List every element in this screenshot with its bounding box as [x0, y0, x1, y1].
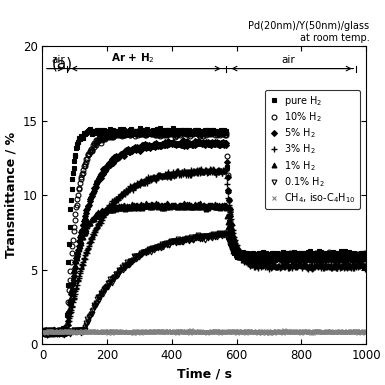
0.1% H$_2$ — [306, 254, 311, 258]
5% H$_2$ — [357, 258, 361, 263]
10% H$_2$ — [182, 128, 187, 133]
pure H$_2$ — [363, 252, 368, 257]
3% H$_2$ — [217, 169, 221, 174]
pure H$_2$ — [197, 129, 201, 134]
Line: 3% H$_2$: 3% H$_2$ — [39, 166, 369, 338]
CH$_4$, iso-C$_4$H$_{10}$ — [40, 330, 45, 334]
3% H$_2$ — [320, 262, 325, 267]
CH$_4$, iso-C$_4$H$_{10}$ — [272, 330, 276, 334]
Text: air: air — [281, 55, 295, 65]
5% H$_2$ — [363, 255, 368, 259]
CH$_4$, iso-C$_4$H$_{10}$ — [189, 328, 193, 333]
3% H$_2$ — [92, 229, 97, 234]
1% H$_2$ — [40, 331, 45, 336]
0.1% H$_2$ — [222, 231, 227, 235]
CH$_4$, iso-C$_4$H$_{10}$ — [363, 330, 368, 334]
10% H$_2$ — [40, 329, 45, 334]
1% H$_2$ — [363, 255, 368, 259]
0.1% H$_2$ — [62, 332, 66, 337]
pure H$_2$ — [216, 128, 221, 133]
3% H$_2$ — [40, 330, 45, 335]
1% H$_2$ — [234, 249, 238, 254]
Line: 10% H$_2$: 10% H$_2$ — [40, 128, 368, 336]
CH$_4$, iso-C$_4$H$_{10}$ — [263, 331, 268, 336]
Line: pure H$_2$: pure H$_2$ — [40, 125, 368, 336]
5% H$_2$ — [306, 254, 311, 259]
pure H$_2$ — [52, 331, 57, 336]
Line: 5% H$_2$: 5% H$_2$ — [40, 138, 368, 335]
CH$_4$, iso-C$_4$H$_{10}$ — [322, 330, 327, 335]
Text: (a): (a) — [52, 57, 73, 72]
X-axis label: Time / s: Time / s — [177, 368, 232, 381]
Text: Pd(20nm)/Y(50nm)/glass
at room temp.: Pd(20nm)/Y(50nm)/glass at room temp. — [248, 21, 369, 43]
0.1% H$_2$ — [363, 254, 368, 259]
0.1% H$_2$ — [357, 253, 361, 257]
1% H$_2$ — [216, 203, 221, 207]
Y-axis label: Transmittance / %: Transmittance / % — [4, 132, 17, 258]
10% H$_2$ — [216, 132, 221, 137]
pure H$_2$ — [195, 128, 199, 133]
5% H$_2$ — [216, 141, 221, 146]
10% H$_2$ — [195, 131, 199, 135]
1% H$_2$ — [357, 253, 361, 258]
3% H$_2$ — [222, 166, 227, 171]
5% H$_2$ — [234, 246, 238, 250]
pure H$_2$ — [357, 253, 361, 257]
Legend: pure H$_2$, 10% H$_2$, 5% H$_2$, 3% H$_2$, 1% H$_2$, 0.1% H$_2$, CH$_4$, iso-C$_: pure H$_2$, 10% H$_2$, 5% H$_2$, 3% H$_2… — [264, 90, 360, 209]
10% H$_2$ — [197, 132, 201, 137]
CH$_4$, iso-C$_4$H$_{10}$ — [201, 330, 206, 335]
5% H$_2$ — [181, 138, 185, 142]
1% H$_2$ — [45, 332, 49, 336]
CH$_4$, iso-C$_4$H$_{10}$ — [164, 329, 169, 334]
5% H$_2$ — [40, 329, 45, 334]
3% H$_2$ — [195, 171, 200, 175]
3% H$_2$ — [257, 263, 262, 268]
1% H$_2$ — [195, 204, 199, 209]
1% H$_2$ — [197, 204, 201, 209]
Line: 0.1% H$_2$: 0.1% H$_2$ — [40, 231, 368, 337]
10% H$_2$ — [61, 331, 65, 336]
CH$_4$, iso-C$_4$H$_{10}$ — [188, 329, 192, 334]
3% H$_2$ — [45, 333, 49, 338]
Line: CH$_4$, iso-C$_4$H$_{10}$: CH$_4$, iso-C$_4$H$_{10}$ — [40, 328, 368, 336]
0.1% H$_2$ — [234, 250, 238, 254]
pure H$_2$ — [234, 253, 238, 258]
10% H$_2$ — [363, 250, 368, 255]
1% H$_2$ — [306, 254, 311, 259]
5% H$_2$ — [46, 331, 50, 336]
5% H$_2$ — [195, 141, 199, 146]
0.1% H$_2$ — [216, 232, 220, 236]
0.1% H$_2$ — [196, 236, 201, 240]
1% H$_2$ — [165, 201, 170, 205]
Text: Ar + H$_2$: Ar + H$_2$ — [111, 51, 155, 65]
10% H$_2$ — [234, 247, 238, 251]
CH$_4$, iso-C$_4$H$_{10}$ — [191, 330, 196, 334]
0.1% H$_2$ — [194, 235, 199, 240]
3% H$_2$ — [363, 262, 368, 267]
Line: 1% H$_2$: 1% H$_2$ — [40, 201, 368, 336]
Text: air: air — [52, 55, 65, 65]
10% H$_2$ — [306, 254, 311, 259]
pure H$_2$ — [171, 126, 176, 130]
pure H$_2$ — [306, 253, 311, 257]
pure H$_2$ — [40, 329, 45, 334]
0.1% H$_2$ — [40, 331, 45, 336]
10% H$_2$ — [357, 254, 361, 258]
5% H$_2$ — [197, 141, 201, 146]
3% H$_2$ — [248, 260, 253, 265]
